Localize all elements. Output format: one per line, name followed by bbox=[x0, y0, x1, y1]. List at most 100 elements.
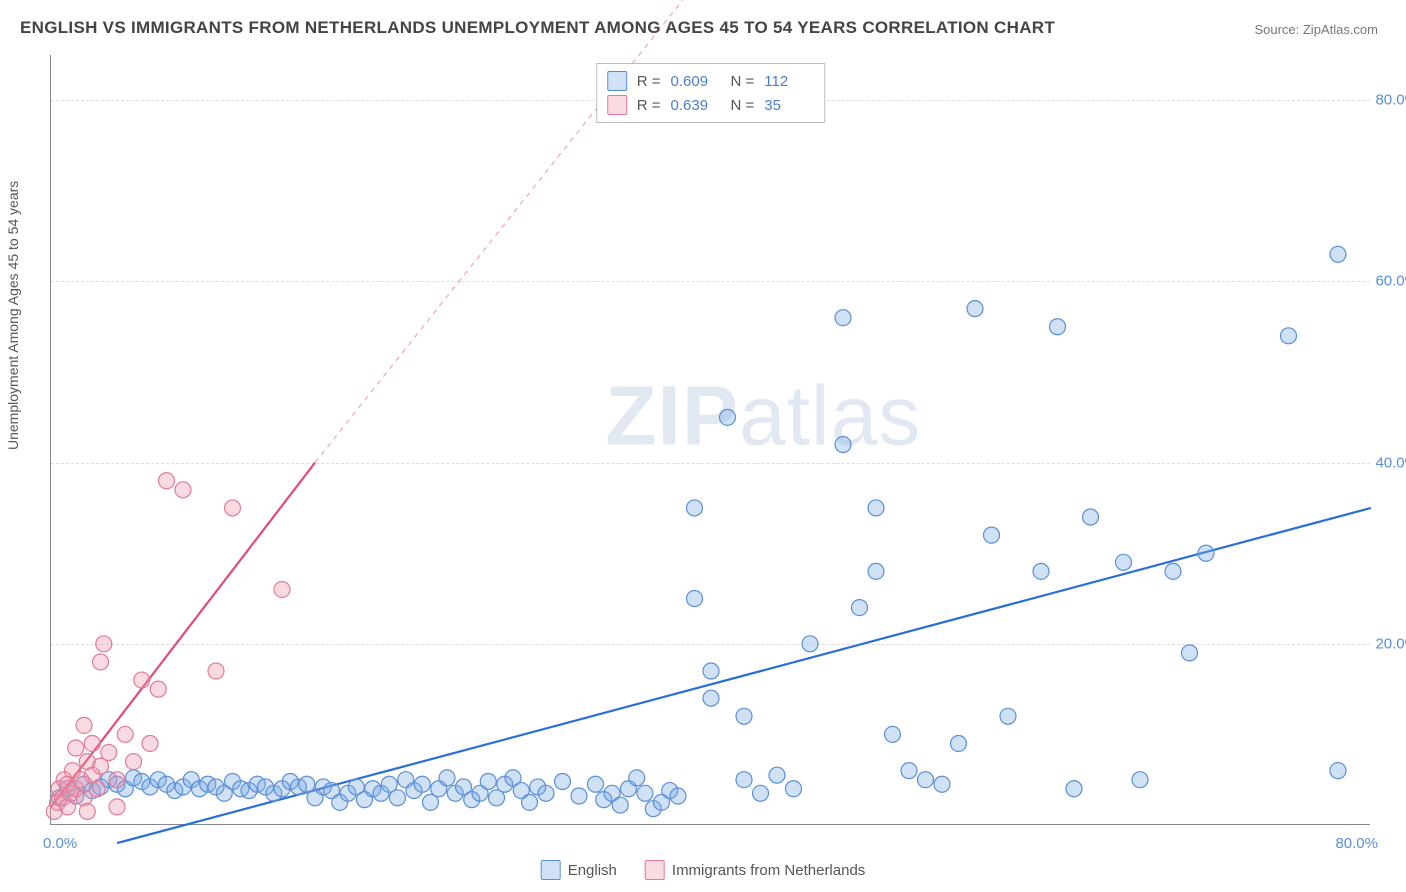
data-point bbox=[84, 735, 100, 751]
series-legend: English Immigrants from Netherlands bbox=[541, 860, 866, 880]
data-point bbox=[868, 563, 884, 579]
data-point bbox=[1330, 763, 1346, 779]
trend-line bbox=[117, 508, 1371, 843]
data-point bbox=[159, 473, 175, 489]
r-label: R = bbox=[637, 73, 661, 90]
data-point bbox=[934, 776, 950, 792]
data-point bbox=[555, 774, 571, 790]
data-point bbox=[802, 636, 818, 652]
n-label: N = bbox=[731, 97, 755, 114]
data-point bbox=[68, 740, 84, 756]
x-tick-max: 80.0% bbox=[1335, 835, 1378, 852]
data-point bbox=[274, 581, 290, 597]
data-point bbox=[150, 681, 166, 697]
data-point bbox=[522, 794, 538, 810]
n-value: 112 bbox=[764, 73, 814, 90]
data-point bbox=[390, 790, 406, 806]
correlation-legend: R = 0.609 N = 112 R = 0.639 N = 35 bbox=[596, 63, 826, 123]
data-point bbox=[637, 785, 653, 801]
x-tick-min: 0.0% bbox=[43, 835, 77, 852]
y-tick-label: 20.0% bbox=[1375, 635, 1406, 652]
data-point bbox=[571, 788, 587, 804]
data-point bbox=[1066, 781, 1082, 797]
legend-row: R = 0.639 N = 35 bbox=[607, 93, 815, 117]
data-point bbox=[951, 735, 967, 751]
r-value: 0.639 bbox=[671, 97, 721, 114]
data-point bbox=[901, 763, 917, 779]
data-point bbox=[109, 772, 125, 788]
plot-area: ZIPatlas 20.0%40.0%60.0%80.0% R =0.609N … bbox=[50, 55, 1370, 825]
legend-label: English bbox=[568, 862, 617, 879]
data-point bbox=[96, 636, 112, 652]
legend-row: R = 0.609 N = 112 bbox=[607, 69, 815, 93]
data-point bbox=[538, 785, 554, 801]
legend-item: English bbox=[541, 860, 617, 880]
source-attribution: Source: ZipAtlas.com bbox=[1254, 22, 1378, 37]
y-tick-label: 60.0% bbox=[1375, 273, 1406, 290]
data-point bbox=[79, 803, 95, 819]
y-axis-label: Unemployment Among Ages 45 to 54 years bbox=[5, 181, 21, 450]
legend-swatch bbox=[607, 95, 627, 115]
data-point bbox=[967, 301, 983, 317]
data-point bbox=[720, 409, 736, 425]
data-point bbox=[89, 781, 105, 797]
data-point bbox=[93, 654, 109, 670]
data-point bbox=[1083, 509, 1099, 525]
data-point bbox=[480, 774, 496, 790]
data-point bbox=[1132, 772, 1148, 788]
legend-swatch bbox=[645, 860, 665, 880]
data-point bbox=[208, 663, 224, 679]
data-point bbox=[76, 717, 92, 733]
data-point bbox=[612, 797, 628, 813]
data-point bbox=[142, 735, 158, 751]
data-point bbox=[1050, 319, 1066, 335]
data-point bbox=[175, 482, 191, 498]
data-point bbox=[629, 770, 645, 786]
data-point bbox=[670, 788, 686, 804]
legend-label: Immigrants from Netherlands bbox=[672, 862, 865, 879]
data-point bbox=[835, 437, 851, 453]
data-point bbox=[134, 672, 150, 688]
data-point bbox=[852, 600, 868, 616]
data-point bbox=[117, 726, 133, 742]
data-point bbox=[439, 770, 455, 786]
data-point bbox=[1182, 645, 1198, 661]
r-value: 0.609 bbox=[671, 73, 721, 90]
data-point bbox=[101, 745, 117, 761]
legend-item: Immigrants from Netherlands bbox=[645, 860, 865, 880]
data-point bbox=[769, 767, 785, 783]
legend-swatch bbox=[607, 71, 627, 91]
data-point bbox=[868, 500, 884, 516]
source-link[interactable]: ZipAtlas.com bbox=[1303, 22, 1378, 37]
data-point bbox=[687, 500, 703, 516]
data-point bbox=[918, 772, 934, 788]
data-point bbox=[753, 785, 769, 801]
chart-title: ENGLISH VS IMMIGRANTS FROM NETHERLANDS U… bbox=[20, 18, 1055, 38]
data-point bbox=[414, 776, 430, 792]
data-point bbox=[687, 591, 703, 607]
chart-svg bbox=[51, 55, 1370, 824]
data-point bbox=[736, 772, 752, 788]
r-label: R = bbox=[637, 97, 661, 114]
data-point bbox=[786, 781, 802, 797]
data-point bbox=[1033, 563, 1049, 579]
y-tick-label: 40.0% bbox=[1375, 454, 1406, 471]
data-point bbox=[885, 726, 901, 742]
data-point bbox=[1281, 328, 1297, 344]
data-point bbox=[703, 690, 719, 706]
data-point bbox=[835, 310, 851, 326]
n-value: 35 bbox=[764, 97, 814, 114]
data-point bbox=[1165, 563, 1181, 579]
source-prefix: Source: bbox=[1254, 22, 1302, 37]
data-point bbox=[225, 500, 241, 516]
n-label: N = bbox=[731, 73, 755, 90]
legend-swatch bbox=[541, 860, 561, 880]
data-point bbox=[1000, 708, 1016, 724]
data-point bbox=[736, 708, 752, 724]
data-point bbox=[126, 754, 142, 770]
data-point bbox=[1330, 246, 1346, 262]
data-point bbox=[1198, 545, 1214, 561]
data-point bbox=[703, 663, 719, 679]
data-point bbox=[1116, 554, 1132, 570]
data-point bbox=[588, 776, 604, 792]
